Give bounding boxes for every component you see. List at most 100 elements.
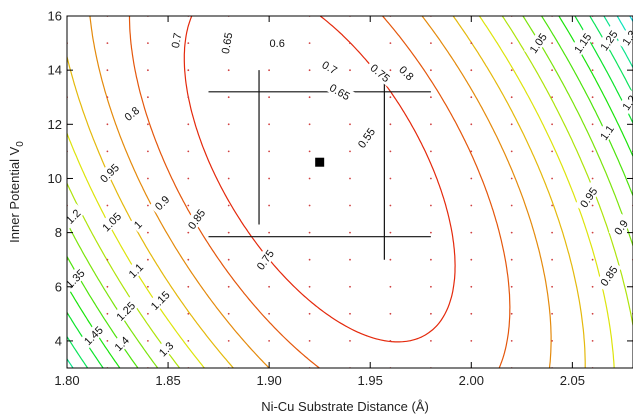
contour-label: 1: [129, 215, 146, 233]
x-tick-label: 2.05: [560, 373, 585, 388]
sample-point: [470, 123, 473, 126]
sample-point: [389, 123, 392, 126]
sample-point: [470, 285, 473, 288]
y-tick-label: 10: [48, 171, 62, 186]
sample-point: [510, 285, 513, 288]
sample-point: [389, 150, 392, 153]
sample-point: [470, 258, 473, 261]
sample-point: [430, 96, 432, 99]
sample-point: [187, 258, 190, 261]
sample-point: [389, 231, 392, 234]
contour-label: 1.4: [108, 330, 134, 356]
sample-point: [430, 177, 432, 180]
sample-point: [551, 69, 553, 72]
sample-point: [268, 69, 270, 72]
sample-point: [551, 123, 553, 126]
sample-point: [227, 150, 230, 153]
x-tick-label: 1.85: [155, 373, 180, 388]
sample-point: [106, 150, 109, 153]
sample-point: [227, 340, 230, 342]
sample-point: [349, 204, 351, 207]
sample-point: [510, 204, 513, 207]
contour-label: 1.2: [616, 89, 633, 116]
sample-point: [187, 69, 190, 72]
sample-point: [349, 340, 351, 342]
sample-point: [227, 258, 230, 261]
sample-point: [430, 231, 432, 234]
sample-point: [349, 42, 351, 44]
sample-point: [268, 204, 270, 207]
contour-label: 0.55: [352, 121, 380, 154]
sample-point: [551, 340, 553, 342]
sample-point: [591, 258, 594, 261]
sample-point: [470, 204, 473, 207]
sample-point: [308, 204, 311, 207]
sample-point: [227, 177, 230, 180]
sample-point: [430, 312, 432, 315]
contour-label: 1.1: [594, 119, 619, 146]
sample-point: [268, 285, 270, 288]
sample-point: [430, 42, 432, 44]
y-axis-title: Inner Potential V0: [7, 141, 26, 243]
sample-point: [430, 285, 432, 288]
sample-point: [308, 285, 311, 288]
x-tick-label: 1.90: [256, 373, 281, 388]
sample-point: [470, 340, 473, 342]
sample-point: [591, 150, 594, 153]
sample-point: [389, 177, 392, 180]
sample-point: [470, 312, 473, 315]
sample-point: [227, 96, 230, 99]
error-bars: [208, 70, 431, 260]
sample-point: [430, 258, 432, 261]
sample-point: [106, 123, 109, 126]
contour-label: 0.65: [324, 78, 356, 105]
sample-point: [268, 312, 270, 315]
sample-point: [187, 340, 190, 342]
contour-label: 0.75: [251, 243, 279, 275]
sample-point: [227, 312, 230, 315]
sample-point: [551, 231, 553, 234]
sample-point: [147, 340, 149, 342]
sample-point: [268, 177, 270, 180]
sample-point: [470, 96, 473, 99]
sample-point: [470, 42, 473, 44]
sample-point: [308, 231, 311, 234]
sample-point: [147, 204, 149, 207]
x-tick-label: 1.80: [54, 373, 79, 388]
sample-point: [551, 150, 553, 153]
contour-line-0.6: [128, 16, 511, 368]
sample-point: [470, 69, 473, 72]
sample-point: [268, 231, 270, 234]
contour-line-0.7: [67, 16, 586, 368]
sample-point: [591, 177, 594, 180]
sample-point: [510, 258, 513, 261]
sample-point: [147, 177, 149, 180]
contour-label: 1.2: [60, 203, 86, 229]
contour-label: 0.95: [94, 157, 124, 188]
sample-point: [591, 96, 594, 99]
sample-point: [591, 42, 594, 44]
sample-point: [187, 42, 190, 44]
sample-point: [147, 42, 149, 44]
contour-label: 0.8: [118, 100, 145, 126]
sample-point: [430, 69, 432, 72]
sample-point: [227, 123, 230, 126]
sample-point: [268, 340, 270, 342]
sample-point: [430, 123, 432, 126]
sample-point: [308, 150, 311, 153]
svg-text:0.7: 0.7: [170, 32, 184, 49]
sample-point: [349, 177, 351, 180]
sample-point: [510, 177, 513, 180]
sample-point: [106, 285, 109, 288]
contour-line-0.95: [67, 16, 633, 368]
contour-label: 0.9: [149, 189, 175, 216]
sample-point: [308, 96, 311, 99]
sample-point: [227, 204, 230, 207]
sample-point: [187, 285, 190, 288]
sample-point: [430, 340, 432, 342]
contour-label: 1.45: [78, 320, 108, 350]
contour-label: 0.8: [394, 59, 420, 86]
sample-point: [591, 340, 594, 342]
sample-point: [551, 312, 553, 315]
